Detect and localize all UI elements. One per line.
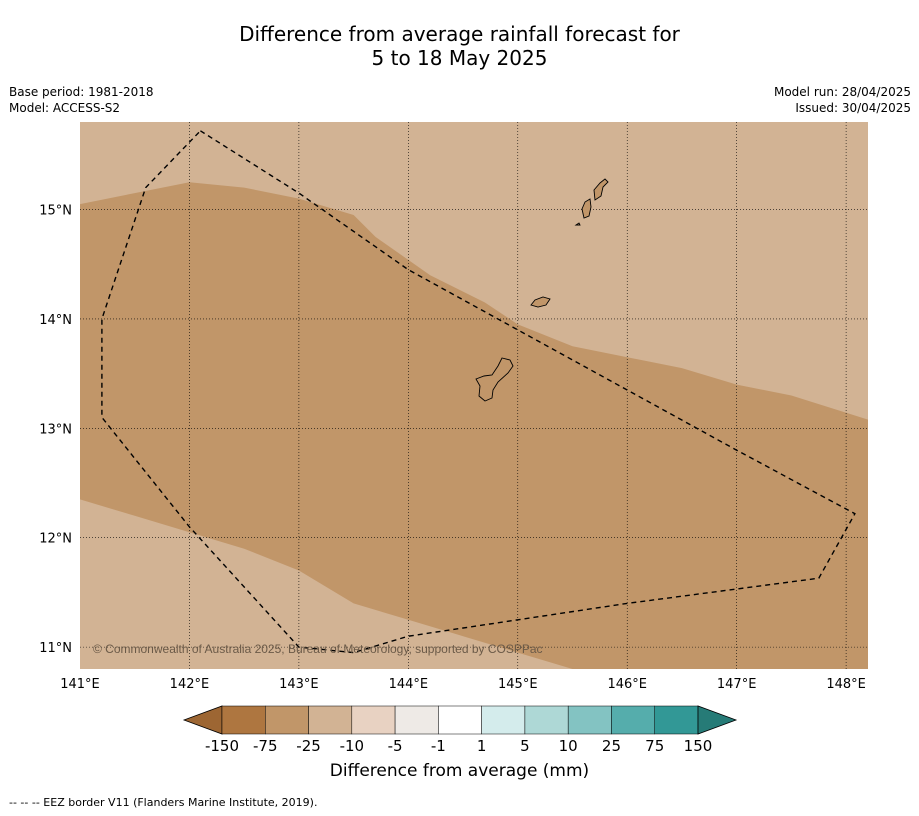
base-period: Base period: 1981-2018 <box>9 85 154 99</box>
colorbar-tick-label: -1 <box>431 737 446 755</box>
colorbar-segment <box>351 705 396 735</box>
eez-border <box>101 130 856 654</box>
colorbar-tick-label: -5 <box>388 737 403 755</box>
title-line-2: 5 to 18 May 2025 <box>371 46 548 70</box>
y-tick-label: 12°N <box>39 532 72 547</box>
y-tick-label: 15°N <box>39 204 72 219</box>
graticule <box>80 122 868 669</box>
island-rota <box>530 296 551 308</box>
model-run: Model run: 28/04/2025 <box>773 85 911 99</box>
x-tick-label: 145°E <box>498 677 538 692</box>
colorbar-arrow-low <box>182 705 223 735</box>
colorbar-segment <box>524 705 569 735</box>
colorbar-tick-label: -10 <box>340 737 365 755</box>
colorbar-segment <box>221 705 266 735</box>
y-tick-label: 13°N <box>39 422 72 437</box>
colorbar-segment <box>394 705 439 735</box>
y-axis: 15°N 14°N 13°N 12°N 11°N <box>39 204 72 657</box>
x-tick-label: 141°E <box>60 677 100 692</box>
colorbar-segment <box>611 705 655 735</box>
title-line-1: Difference from average rainfall forecas… <box>239 22 680 46</box>
x-axis: 141°E 142°E 143°E 144°E 145°E 146°E 147°E 148°E <box>60 677 866 692</box>
colorbar-segment <box>654 705 699 735</box>
x-tick-label: 148°E <box>826 677 866 692</box>
eez-legend-note: -- -- -- EEZ border V11 (Flanders Marine… <box>9 796 318 809</box>
x-tick-label: 142°E <box>170 677 210 692</box>
rainfall-map: © Commonwealth of Australia 2025, Bureau… <box>39 122 868 755</box>
meta-left: Base period: 1981-2018 Model: ACCESS-S2 <box>9 84 154 116</box>
colorbar-segment <box>567 705 612 735</box>
island-tinian <box>581 198 592 219</box>
issued-date: Issued: 30/04/2025 <box>795 101 911 115</box>
colorbar-tick-label: 150 <box>684 737 713 755</box>
colorbar-arrow-high <box>697 705 738 735</box>
islands <box>475 178 609 402</box>
colorbar-tick-label: -25 <box>296 737 321 755</box>
colorbar-tick-label: 10 <box>559 737 578 755</box>
colorbar-tick-label: -75 <box>253 737 278 755</box>
colorbar-title: Difference from average (mm) <box>329 761 590 781</box>
band-minus75-25 <box>80 182 868 669</box>
colorbar-tick-label: 25 <box>602 737 621 755</box>
x-tick-label: 146°E <box>607 677 647 692</box>
x-tick-label: 147°E <box>717 677 757 692</box>
y-tick-label: 11°N <box>39 641 72 656</box>
meta-right: Model run: 28/04/2025 Issued: 30/04/2025 <box>774 84 911 116</box>
colorbar-segment <box>481 705 526 735</box>
colorbar: -150 -75 -25 -10 -5 -1 1 5 10 25 75 150 <box>182 705 738 755</box>
colorbar-segment <box>438 705 482 735</box>
model-name: Model: ACCESS-S2 <box>9 101 121 115</box>
colorbar-segment <box>265 705 309 735</box>
island-saipan <box>593 178 609 201</box>
colorbar-tick-label: 5 <box>520 737 530 755</box>
island-aguijan <box>574 222 581 226</box>
island-guam <box>475 357 514 402</box>
colorbar-tick-label: -150 <box>205 737 239 755</box>
colorbar-tick-label: 75 <box>645 737 664 755</box>
colorbar-segment <box>308 705 353 735</box>
x-tick-label: 144°E <box>389 677 429 692</box>
y-tick-label: 14°N <box>39 313 72 328</box>
map-title: Difference from average rainfall forecas… <box>0 22 919 70</box>
copyright-note: © Commonwealth of Australia 2025, Bureau… <box>93 642 543 656</box>
x-tick-label: 143°E <box>279 677 319 692</box>
colorbar-tick-label: 1 <box>477 737 487 755</box>
